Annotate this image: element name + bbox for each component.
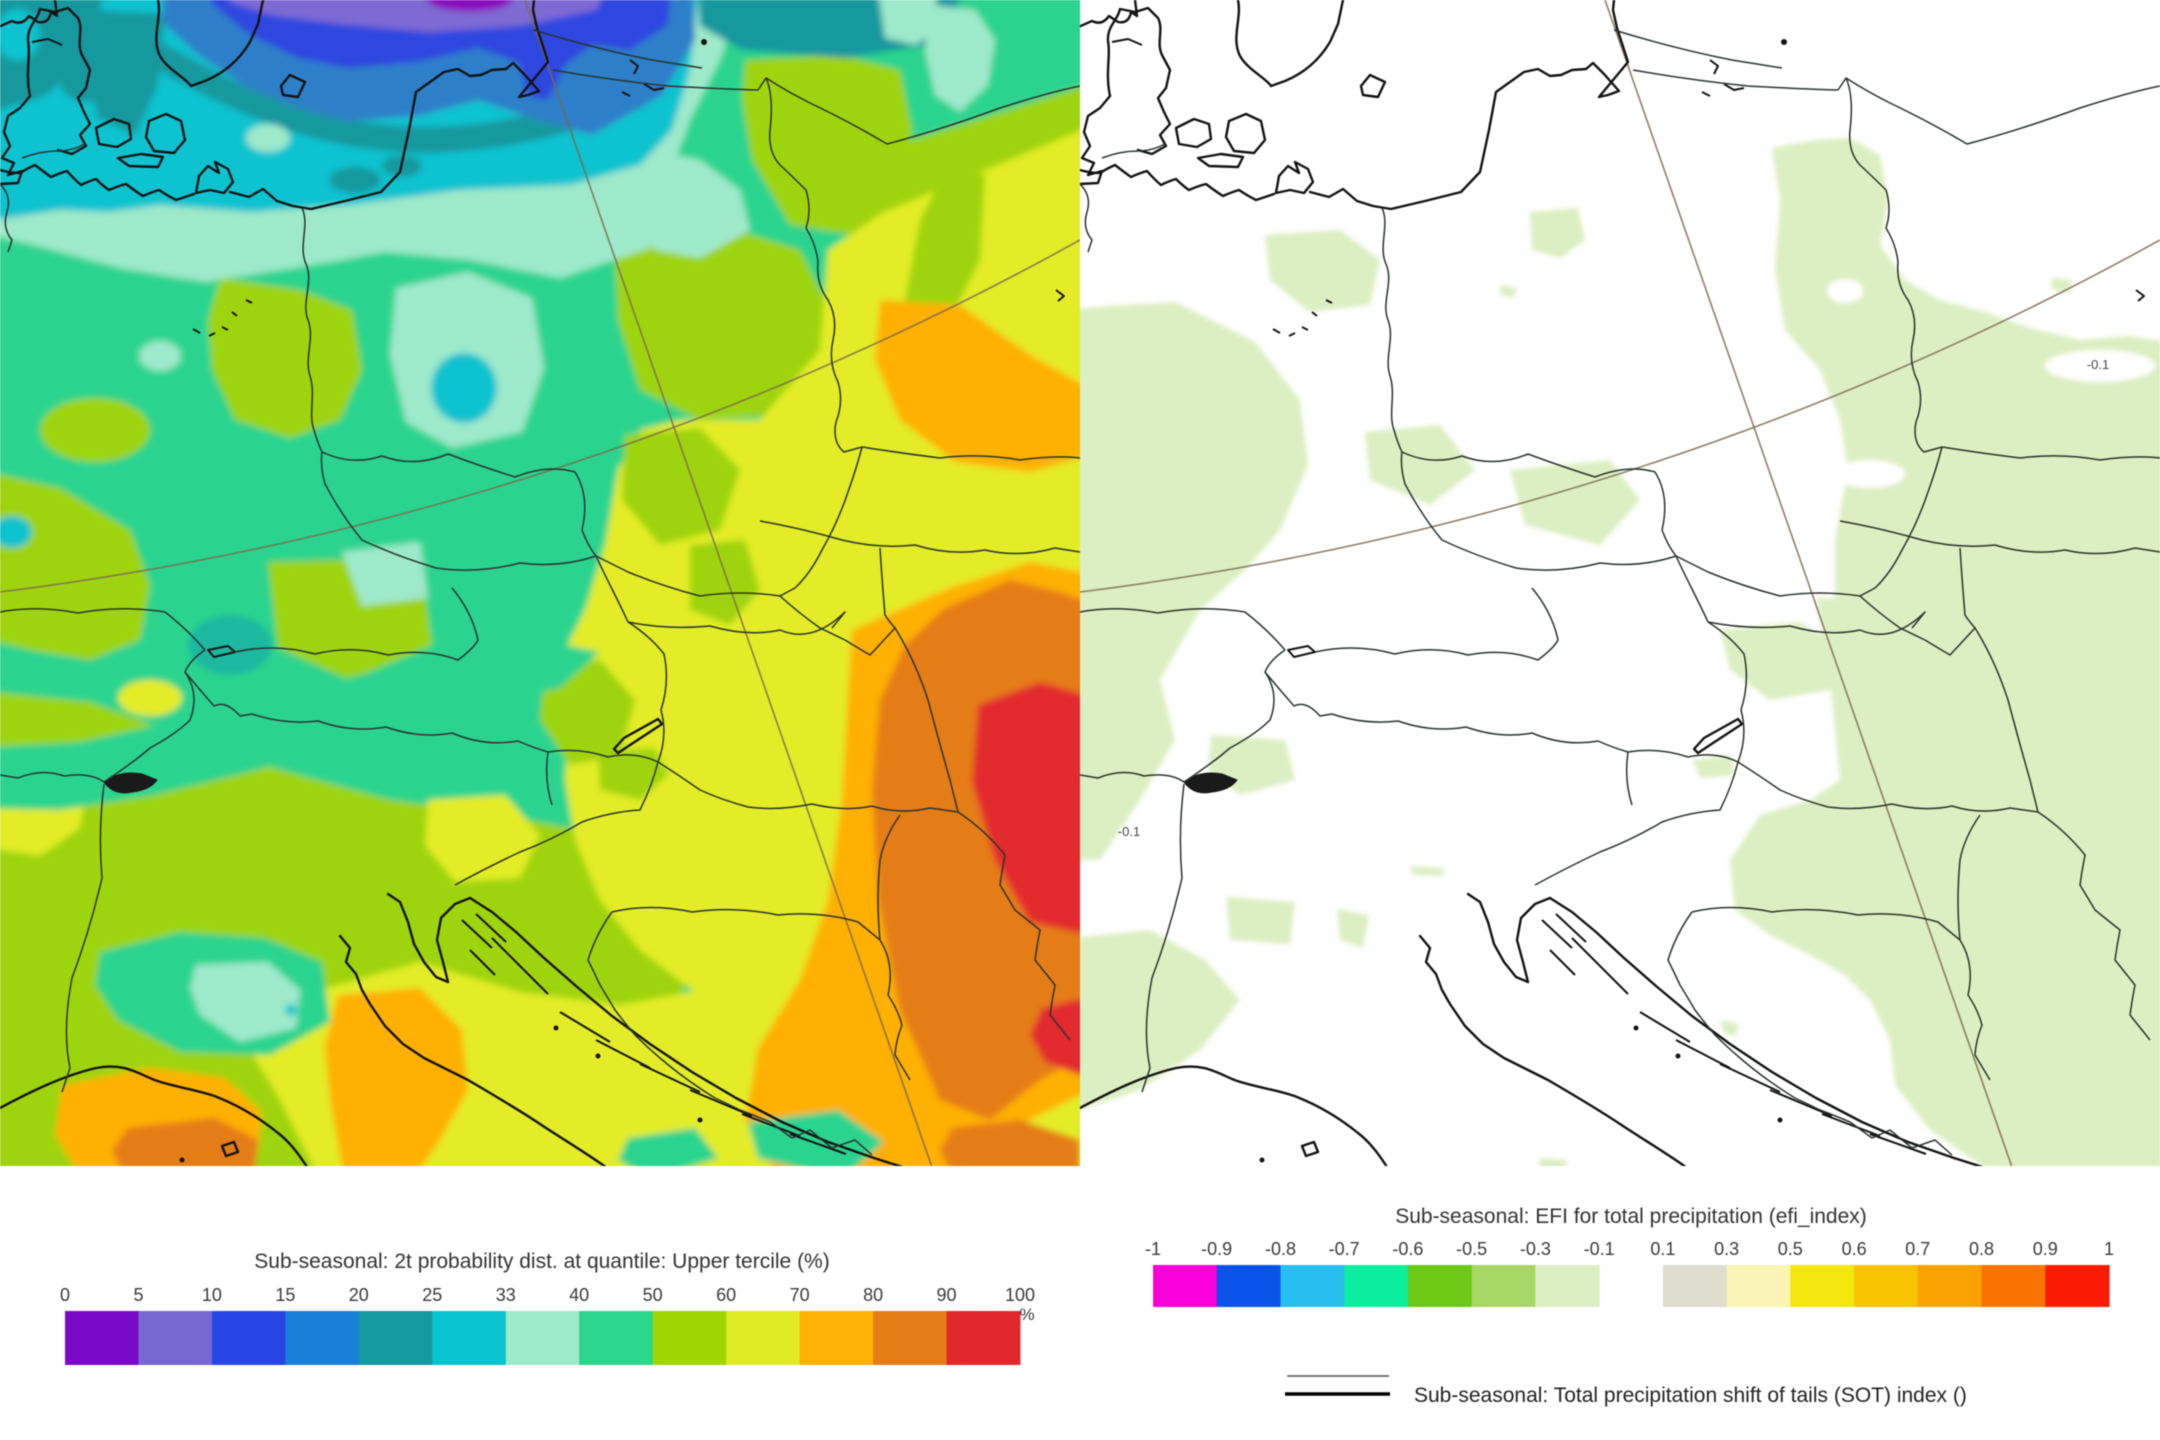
svg-text:15: 15 [275, 1285, 295, 1305]
svg-text:-0.5: -0.5 [1456, 1239, 1487, 1259]
svg-text:-0.7: -0.7 [1329, 1239, 1360, 1259]
svg-text:60: 60 [716, 1285, 736, 1305]
svg-text:80: 80 [863, 1285, 883, 1305]
svg-text:0.8: 0.8 [1969, 1239, 1994, 1259]
svg-text:20: 20 [349, 1285, 369, 1305]
svg-text:-0.1: -0.1 [2087, 357, 2109, 372]
svg-text:10: 10 [202, 1285, 222, 1305]
svg-text:90: 90 [936, 1285, 956, 1305]
svg-text:0.3: 0.3 [1714, 1239, 1739, 1259]
svg-text:Sub-seasonal: 2t probability d: Sub-seasonal: 2t probability dist. at qu… [254, 1250, 829, 1273]
svg-text:0.5: 0.5 [1778, 1239, 1803, 1259]
svg-text:0.1: 0.1 [1650, 1239, 1675, 1259]
svg-text:0.7: 0.7 [1905, 1239, 1930, 1259]
svg-text:-0.8: -0.8 [1265, 1239, 1296, 1259]
svg-text:%: % [1019, 1305, 1034, 1324]
svg-text:0.9: 0.9 [2033, 1239, 2058, 1259]
svg-text:1: 1 [2104, 1239, 2114, 1259]
svg-text:0.6: 0.6 [1842, 1239, 1867, 1259]
svg-text:5: 5 [133, 1285, 143, 1305]
svg-text:-1: -1 [1145, 1239, 1161, 1259]
svg-text:40: 40 [569, 1285, 589, 1305]
svg-text:50: 50 [643, 1285, 663, 1305]
svg-text:-0.1: -0.1 [1118, 824, 1140, 839]
svg-text:70: 70 [790, 1285, 810, 1305]
svg-text:33: 33 [496, 1285, 516, 1305]
svg-text:25: 25 [422, 1285, 442, 1305]
svg-text:-0.1: -0.1 [1584, 1239, 1615, 1259]
svg-text:100: 100 [1005, 1285, 1035, 1305]
svg-text:Sub-seasonal: Total precipitat: Sub-seasonal: Total precipitation shift … [1414, 1384, 1967, 1407]
svg-text:-0.3: -0.3 [1520, 1239, 1551, 1259]
svg-text:-0.6: -0.6 [1392, 1239, 1423, 1259]
svg-text:Sub-seasonal: EFI for total pr: Sub-seasonal: EFI for total precipitatio… [1395, 1205, 1867, 1228]
svg-text:0: 0 [60, 1285, 70, 1305]
svg-text:-0.9: -0.9 [1201, 1239, 1232, 1259]
